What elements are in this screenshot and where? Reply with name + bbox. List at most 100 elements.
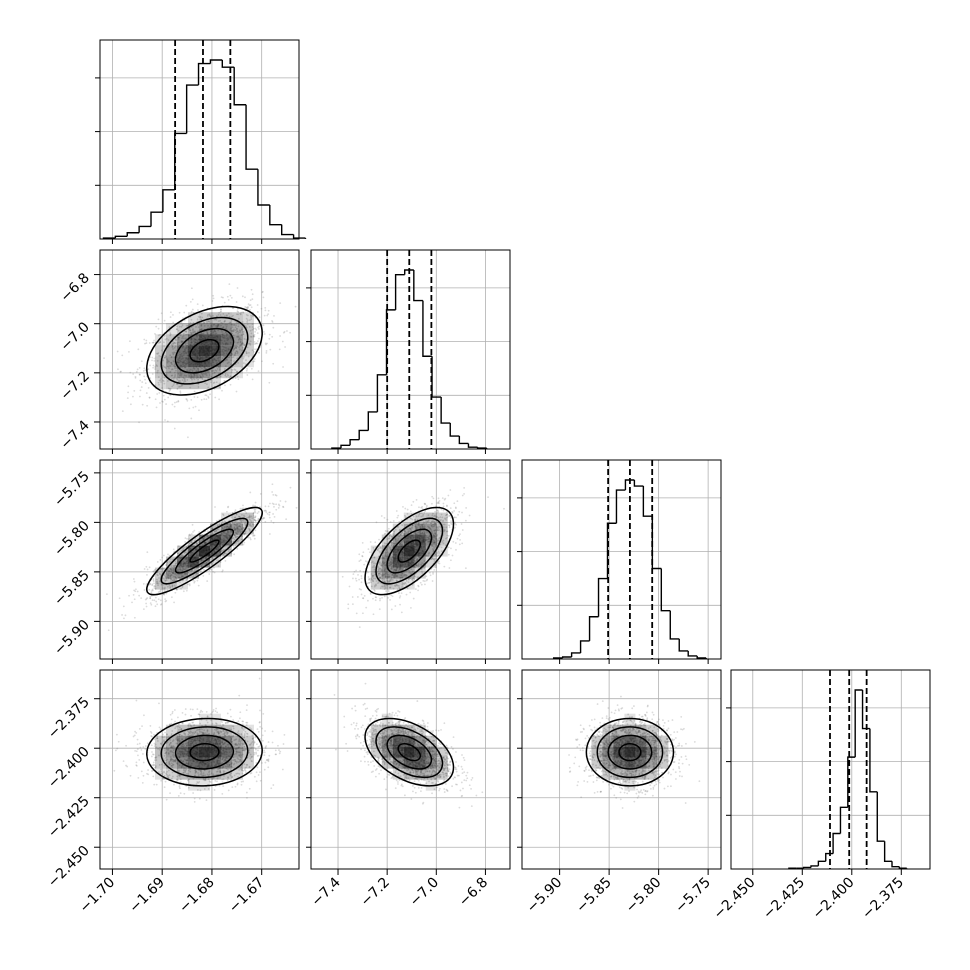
scatter-point — [229, 522, 232, 524]
scatter-point — [436, 533, 439, 536]
scatter-point — [183, 377, 186, 380]
scatter-point — [237, 317, 240, 320]
scatter-point — [258, 325, 260, 328]
scatter-point — [381, 578, 384, 580]
scatter-point — [383, 595, 386, 598]
scatter-point — [163, 589, 166, 592]
scatter-point — [206, 331, 209, 334]
scatter-point — [403, 533, 406, 535]
scatter-point — [186, 333, 189, 336]
scatter-point — [208, 573, 211, 575]
scatter-point — [174, 345, 177, 348]
scatter-point — [421, 508, 424, 510]
scatter-point — [251, 378, 254, 381]
scatter-point — [443, 565, 446, 568]
scatter-point — [160, 372, 163, 375]
scatter-point — [199, 369, 202, 372]
scatter-point — [386, 538, 389, 541]
histogram-bin — [367, 411, 378, 431]
scatter-point — [171, 403, 174, 406]
scatter-point — [162, 379, 164, 382]
scatter-point — [200, 535, 203, 537]
scatter-point — [170, 569, 173, 571]
scatter-point — [159, 379, 162, 382]
scatter-point — [380, 562, 383, 565]
scatter-point — [245, 352, 248, 354]
scatter-point — [162, 588, 164, 591]
histogram-bin — [197, 62, 211, 86]
scatter-point — [179, 570, 182, 573]
scatter-point — [408, 569, 411, 572]
density-cell — [165, 567, 177, 579]
scatter-point — [192, 328, 194, 330]
scatter-point — [411, 526, 413, 529]
scatter-point — [447, 494, 450, 497]
histogram-bin — [802, 866, 812, 869]
scatter-point — [250, 515, 253, 518]
scatter-point — [380, 564, 383, 567]
scatter-point — [199, 328, 202, 331]
scatter-point — [197, 378, 200, 381]
scatter-point — [443, 530, 446, 533]
scatter-point — [378, 608, 381, 611]
scatter-point — [183, 573, 186, 576]
histogram-bin — [358, 429, 369, 440]
scatter-point — [180, 385, 183, 387]
scatter-point — [228, 356, 231, 359]
density-cell — [165, 578, 177, 590]
scatter-point — [213, 530, 216, 533]
scatter-point — [174, 573, 177, 576]
scatter-point — [230, 530, 233, 533]
scatter-point — [435, 566, 437, 569]
scatter-point — [387, 580, 390, 583]
scatter-point — [207, 396, 210, 399]
scatter-point — [431, 544, 433, 547]
scatter-point — [434, 510, 436, 513]
scatter-point — [383, 569, 386, 572]
scatter-point — [198, 541, 201, 544]
scatter-point — [435, 540, 438, 543]
scatter-point — [233, 354, 236, 357]
scatter-point — [442, 509, 445, 512]
scatter-point — [232, 334, 235, 337]
scatter-point — [432, 558, 435, 560]
scatter-point — [236, 357, 239, 360]
scatter-point — [209, 393, 211, 396]
scatter-point — [183, 311, 186, 314]
scatter-point — [355, 579, 358, 582]
scatter-point — [208, 544, 211, 546]
scatter-point — [226, 362, 229, 365]
scatter-point — [212, 324, 215, 326]
scatter-point — [204, 557, 207, 559]
scatter-point — [248, 518, 251, 521]
scatter-point — [211, 531, 213, 534]
scatter-point — [461, 494, 464, 497]
scatter-point — [440, 546, 443, 549]
scatter-point — [221, 521, 224, 523]
scatter-point — [382, 557, 385, 560]
scatter-point — [204, 542, 207, 545]
scatter-point — [238, 345, 241, 347]
scatter-point — [170, 343, 173, 346]
scatter-point — [232, 522, 235, 525]
scatter-point — [161, 387, 164, 389]
scatter-point — [215, 315, 218, 318]
scatter-point — [156, 371, 159, 374]
scatter-point — [249, 519, 252, 522]
scatter-point — [214, 330, 217, 333]
scatter-point — [244, 532, 247, 535]
scatter-point — [179, 373, 182, 376]
scatter-point — [204, 541, 207, 544]
scatter-point — [185, 324, 188, 327]
scatter-point — [177, 573, 180, 576]
scatter-point — [246, 314, 249, 317]
scatter-point — [220, 308, 222, 311]
scatter-point — [163, 356, 166, 359]
scatter-point — [172, 566, 175, 569]
scatter-point — [194, 567, 197, 570]
scatter-point — [434, 528, 437, 531]
scatter-point — [155, 325, 158, 328]
scatter-point — [359, 569, 362, 572]
scatter-point — [426, 520, 429, 523]
scatter-point — [390, 558, 393, 561]
